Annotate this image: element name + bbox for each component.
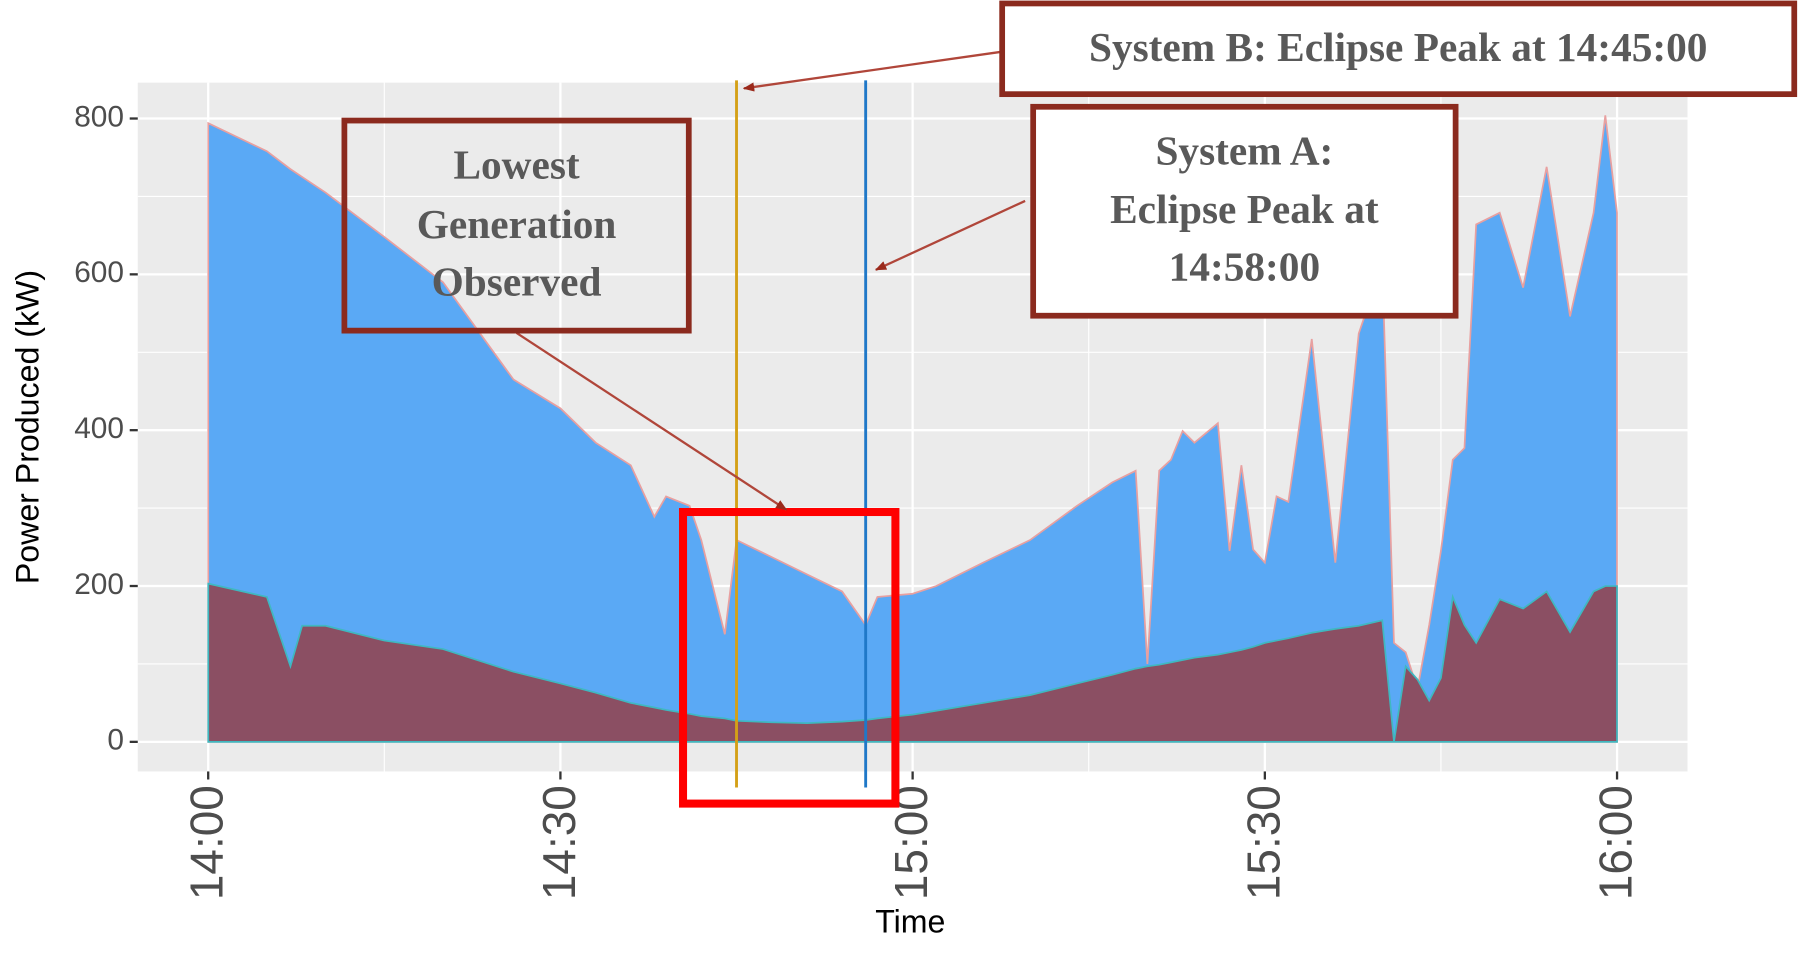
y-tick-label: 400 bbox=[74, 412, 124, 445]
areas bbox=[207, 115, 1618, 743]
annotation-text: 14:58:00 bbox=[1169, 243, 1320, 289]
annotation-text: Generation bbox=[417, 201, 617, 247]
x-tick-label: 15:30 bbox=[1237, 785, 1289, 900]
x-tick-label: 14:30 bbox=[533, 785, 585, 900]
arrow bbox=[515, 331, 788, 511]
reference-lines bbox=[735, 80, 868, 788]
annotation-text: System A: bbox=[1155, 127, 1333, 173]
area bbox=[207, 115, 1618, 743]
annotation-box bbox=[1030, 103, 1459, 319]
annotation-text: Observed bbox=[432, 258, 602, 304]
x-tick-label: 16:00 bbox=[1589, 785, 1641, 900]
x-axis-title: Time bbox=[875, 904, 945, 940]
x-tick-label: 14:00 bbox=[181, 785, 233, 900]
highlight-box bbox=[679, 507, 900, 808]
y-tick-label: 800 bbox=[74, 100, 124, 133]
y-tick-label: 0 bbox=[107, 724, 124, 757]
y-tick-label: 200 bbox=[74, 568, 124, 601]
arrow bbox=[874, 199, 1026, 271]
annotation-text: System B: Eclipse Peak at 14:45:00 bbox=[1089, 24, 1707, 70]
arrow bbox=[742, 50, 1003, 92]
annotation-text: Lowest bbox=[453, 141, 579, 187]
y-tick-label: 600 bbox=[74, 256, 124, 289]
annotation-text: Eclipse Peak at bbox=[1110, 186, 1379, 232]
area bbox=[207, 582, 1618, 743]
y-axis-title: Power Produced (kW) bbox=[9, 270, 45, 584]
annotation-box bbox=[341, 117, 692, 334]
annotation-box bbox=[999, 0, 1798, 98]
